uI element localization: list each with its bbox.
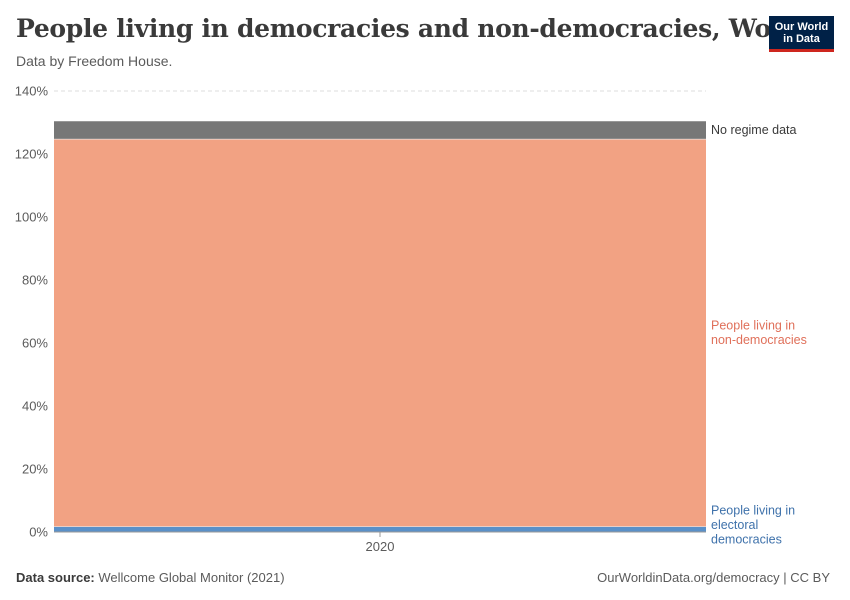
series-label-line: People living in: [711, 504, 795, 518]
series-label-line: People living in: [711, 319, 795, 333]
credit-link[interactable]: OurWorldinData.org/democracy | CC BY: [597, 570, 830, 585]
chart-subtitle: Data by Freedom House.: [16, 53, 173, 69]
series-label-line: non-democracies: [711, 333, 807, 347]
owid-logo[interactable]: Our World in Data: [769, 16, 834, 52]
logo-line-2: in Data: [783, 33, 820, 45]
x-tick-label-2020: 2020: [366, 539, 395, 554]
y-tick-label-140: 140%: [15, 84, 49, 99]
series-label-line: democracies: [711, 533, 782, 547]
data-source-text[interactable]: Wellcome Global Monitor (2021): [98, 570, 285, 585]
y-tick-label-80: 80%: [22, 273, 48, 288]
series-label-electoral_democracies: People living in electoral democracies: [711, 504, 795, 547]
data-source: Data source: Wellcome Global Monitor (20…: [16, 570, 285, 585]
logo-line-1: Our World: [774, 21, 829, 33]
series-label-non_democracies: People living in non-democracies: [711, 319, 807, 348]
y-tick-label-100: 100%: [15, 210, 49, 225]
area-non_democracies: [54, 139, 706, 527]
y-tick-label-20: 20%: [22, 462, 48, 477]
series-label-line: electoral: [711, 518, 758, 532]
y-tick-label-40: 40%: [22, 399, 48, 414]
chart-title: People living in democracies and non-dem…: [16, 14, 811, 43]
y-tick-label-60: 60%: [22, 336, 48, 351]
y-tick-label-120: 120%: [15, 147, 49, 162]
series-label-no_regime_data: No regime data: [711, 123, 797, 137]
data-source-label: Data source:: [16, 570, 95, 585]
area-electoral_democracies: [54, 526, 706, 532]
area-no_regime_data: [54, 121, 706, 140]
series-label-line: No regime data: [711, 123, 797, 137]
y-tick-label-0: 0%: [29, 525, 48, 540]
